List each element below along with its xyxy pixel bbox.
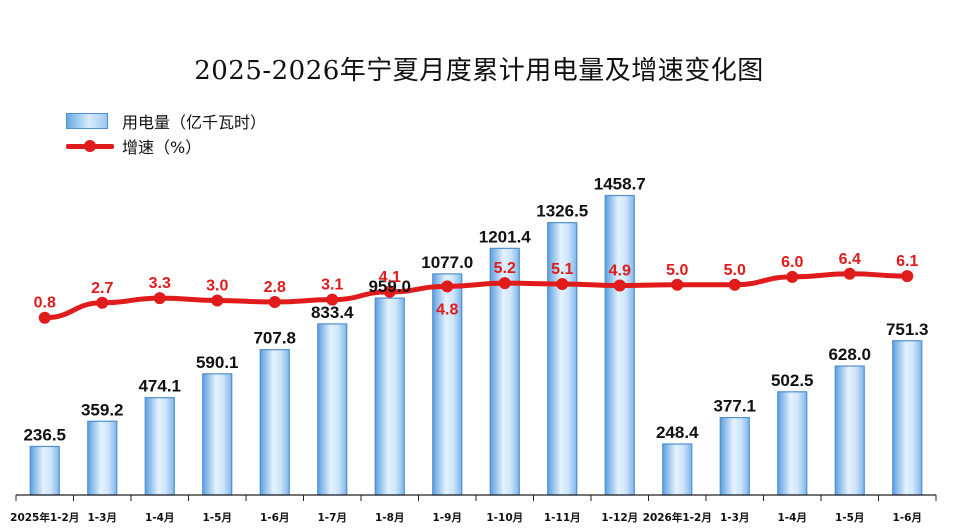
x-tick-label: 1-6月 bbox=[893, 512, 922, 524]
bar-value-label: 377.1 bbox=[713, 397, 756, 416]
x-tick-label: 2026年1-2月 bbox=[643, 511, 712, 524]
bar-value-label: 959.0 bbox=[368, 277, 411, 296]
bar bbox=[719, 416, 750, 496]
x-tick-label: 1-4月 bbox=[778, 512, 807, 524]
rate-point bbox=[153, 292, 166, 305]
legend-line-label: 增速（%） bbox=[122, 138, 202, 157]
bar-value-label: 236.5 bbox=[23, 425, 66, 444]
bar-value-label: 707.8 bbox=[253, 329, 296, 348]
rate-value-label: 5.0 bbox=[666, 262, 688, 279]
rate-value-label: 6.0 bbox=[781, 254, 803, 271]
rate-point bbox=[901, 270, 914, 283]
rate-point bbox=[441, 280, 454, 293]
bar bbox=[892, 340, 923, 496]
rate-point bbox=[96, 296, 109, 309]
x-tick-label: 1-6月 bbox=[260, 512, 289, 524]
bar-value-label: 751.3 bbox=[886, 320, 929, 339]
bar bbox=[489, 247, 520, 496]
bar-value-label: 590.1 bbox=[196, 353, 239, 372]
chart-title: 2025-2026年宁夏月度累计用电量及增速变化图 bbox=[194, 56, 764, 86]
rate-point bbox=[843, 267, 856, 280]
rate-value-label: 5.0 bbox=[724, 262, 746, 279]
bar-value-label: 359.2 bbox=[81, 400, 124, 419]
bar-value-label: 1077.0 bbox=[421, 253, 473, 272]
x-tick-label: 2025年1-2月 bbox=[10, 511, 79, 524]
x-tick-label: 1-9月 bbox=[433, 512, 462, 524]
x-tick-label: 1-11月 bbox=[544, 512, 581, 524]
rate-value-label: 5.2 bbox=[494, 260, 516, 277]
bar bbox=[29, 445, 60, 496]
x-tick-label: 1-12月 bbox=[601, 512, 638, 524]
bar-value-label: 502.5 bbox=[771, 371, 814, 390]
bar-value-label: 1458.7 bbox=[594, 175, 646, 194]
rate-point bbox=[498, 277, 511, 290]
rate-value-label: 3.0 bbox=[206, 277, 228, 294]
rate-value-label: 6.4 bbox=[839, 251, 861, 268]
bar bbox=[317, 323, 348, 496]
bar bbox=[777, 391, 808, 496]
bar-value-label: 1326.5 bbox=[536, 202, 588, 221]
bar bbox=[202, 373, 233, 496]
rate-point bbox=[268, 296, 281, 309]
rate-line bbox=[42, 271, 910, 321]
legend-bar-label: 用电量（亿千瓦时） bbox=[122, 113, 267, 132]
legend-bar-swatch bbox=[66, 113, 108, 129]
rate-value-label: 6.1 bbox=[896, 253, 918, 270]
rate-value-label: 5.1 bbox=[551, 261, 573, 278]
x-tick-label: 1-3月 bbox=[720, 512, 749, 524]
rate-value-label: 0.8 bbox=[34, 295, 56, 312]
rate-point bbox=[556, 277, 569, 290]
x-tick-label: 1-10月 bbox=[486, 512, 523, 524]
bar-value-label: 628.0 bbox=[828, 345, 871, 364]
legend-item-bar: 用电量（亿千瓦时） bbox=[66, 109, 266, 133]
rate-value-label: 2.8 bbox=[264, 279, 286, 296]
bar bbox=[834, 365, 865, 496]
x-tick-label: 1-8月 bbox=[375, 512, 404, 524]
x-tick-label: 1-5月 bbox=[835, 512, 864, 524]
bar bbox=[432, 273, 463, 496]
rate-point bbox=[728, 278, 741, 291]
bar-value-label: 474.1 bbox=[138, 377, 181, 396]
rate-point bbox=[38, 311, 51, 324]
x-tick-label: 1-3月 bbox=[88, 512, 117, 524]
rate-value-label: 3.1 bbox=[321, 277, 343, 294]
x-tick-label: 1-4月 bbox=[145, 512, 174, 524]
rate-point bbox=[211, 294, 224, 307]
bar-value-label: 833.4 bbox=[311, 303, 354, 322]
bar bbox=[662, 443, 693, 496]
rate-point bbox=[613, 279, 626, 292]
x-tick-label: 1-5月 bbox=[203, 512, 232, 524]
rate-point bbox=[326, 293, 339, 306]
bar-value-label: 248.4 bbox=[656, 423, 699, 442]
rate-point bbox=[671, 278, 684, 291]
bar bbox=[374, 297, 405, 496]
rate-value-label: 4.1 bbox=[379, 269, 401, 286]
bar bbox=[604, 194, 635, 496]
rate-point bbox=[786, 270, 799, 283]
bar bbox=[144, 397, 175, 496]
x-tick-label: 1-7月 bbox=[318, 512, 347, 524]
bar bbox=[547, 222, 578, 496]
legend-item-line: 增速（%） bbox=[66, 134, 201, 158]
rate-value-label: 3.3 bbox=[149, 275, 171, 292]
bar-value-label: 1201.4 bbox=[479, 227, 532, 246]
rate-point bbox=[383, 285, 396, 298]
bar bbox=[87, 420, 118, 496]
rate-value-label: 4.9 bbox=[609, 263, 631, 280]
rate-value-label: 4.8 bbox=[436, 301, 458, 318]
legend-line-swatch bbox=[66, 139, 114, 153]
bar bbox=[259, 349, 290, 496]
rate-value-label: 2.7 bbox=[91, 280, 113, 297]
